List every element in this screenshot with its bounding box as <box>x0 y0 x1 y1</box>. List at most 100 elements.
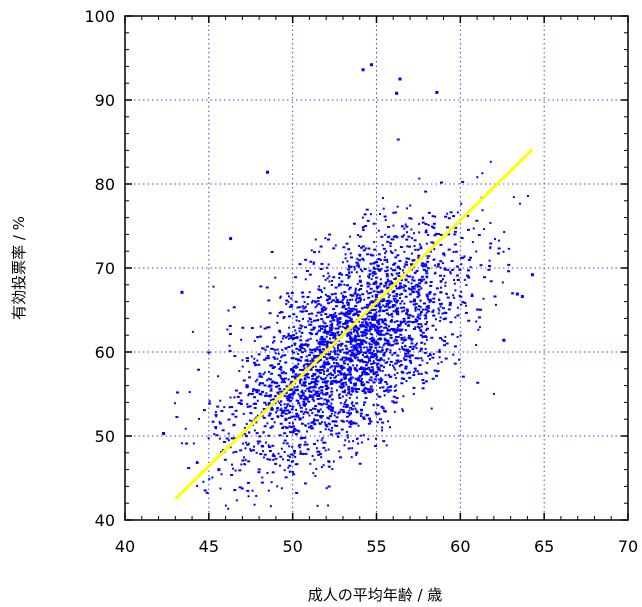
data-point <box>328 330 332 333</box>
data-point <box>378 333 381 336</box>
data-point <box>457 278 460 281</box>
data-point <box>387 306 391 309</box>
data-point <box>364 321 368 324</box>
data-point <box>344 359 347 362</box>
data-point <box>389 320 393 323</box>
data-point <box>364 373 368 376</box>
data-point <box>404 274 408 277</box>
data-point <box>383 259 387 262</box>
data-point <box>347 392 351 395</box>
data-point <box>347 373 350 376</box>
data-point <box>312 326 315 329</box>
data-point <box>333 414 336 417</box>
data-point <box>359 343 363 346</box>
data-point <box>219 487 222 490</box>
data-point <box>358 352 361 355</box>
data-point <box>379 377 382 380</box>
data-point <box>364 224 368 227</box>
data-point <box>461 180 465 183</box>
data-point <box>316 370 320 373</box>
data-point <box>322 446 326 449</box>
data-point <box>355 301 359 304</box>
y-tick-label: 80 <box>95 175 115 194</box>
data-point <box>273 421 276 424</box>
data-point <box>347 248 351 251</box>
data-point <box>323 366 326 369</box>
data-point <box>337 412 340 415</box>
data-point <box>296 385 299 388</box>
data-point <box>270 481 273 484</box>
data-point <box>405 238 409 241</box>
data-point <box>373 248 377 251</box>
data-point <box>330 412 333 415</box>
data-point <box>338 339 341 342</box>
data-point <box>407 275 410 278</box>
data-point <box>345 415 349 418</box>
data-point <box>408 257 411 260</box>
data-point <box>345 405 349 408</box>
data-point <box>414 302 418 305</box>
data-point <box>388 343 391 346</box>
data-point <box>411 291 415 294</box>
data-point <box>402 306 406 309</box>
data-point <box>374 329 378 332</box>
data-point <box>394 269 397 272</box>
data-point <box>283 469 286 472</box>
data-point <box>372 371 375 374</box>
data-point <box>293 427 297 430</box>
data-point <box>403 336 406 339</box>
data-point <box>411 315 415 318</box>
data-point <box>320 304 323 307</box>
data-point <box>414 369 417 372</box>
data-point <box>323 360 326 363</box>
data-point <box>373 353 377 356</box>
data-point <box>475 219 479 222</box>
data-point <box>310 349 314 352</box>
data-point <box>408 288 412 291</box>
data-point <box>359 268 362 271</box>
data-point <box>264 441 267 444</box>
data-point <box>415 269 419 272</box>
data-point <box>378 412 381 415</box>
data-point <box>466 269 470 272</box>
data-point <box>427 211 431 214</box>
data-point <box>348 366 351 369</box>
data-point <box>423 351 427 354</box>
data-point <box>264 348 267 351</box>
data-point <box>372 301 375 304</box>
data-point <box>415 347 418 350</box>
data-point <box>381 263 384 266</box>
data-point <box>375 437 378 440</box>
data-point <box>317 375 320 378</box>
data-point <box>349 377 352 380</box>
data-point <box>365 413 368 416</box>
data-point <box>415 342 418 345</box>
data-point <box>340 364 344 367</box>
data-point <box>376 268 379 271</box>
data-point <box>274 349 277 352</box>
data-point <box>306 303 309 306</box>
data-point <box>274 352 277 355</box>
data-point <box>392 340 395 343</box>
data-point <box>399 246 403 249</box>
data-point <box>401 408 404 411</box>
data-point <box>324 278 327 281</box>
data-point <box>436 370 439 373</box>
data-point <box>350 294 353 297</box>
data-point <box>191 330 194 333</box>
data-point <box>258 383 261 386</box>
data-point <box>411 285 415 288</box>
data-point <box>420 348 423 351</box>
data-point <box>315 392 319 395</box>
data-point <box>391 305 395 308</box>
data-point <box>386 240 390 243</box>
data-point <box>363 401 367 404</box>
data-point <box>348 425 352 428</box>
data-point <box>345 399 348 402</box>
data-point <box>354 407 357 410</box>
data-point <box>292 454 295 457</box>
data-point <box>396 310 399 313</box>
data-point <box>460 256 464 259</box>
data-point <box>423 314 427 317</box>
data-point <box>244 458 247 461</box>
